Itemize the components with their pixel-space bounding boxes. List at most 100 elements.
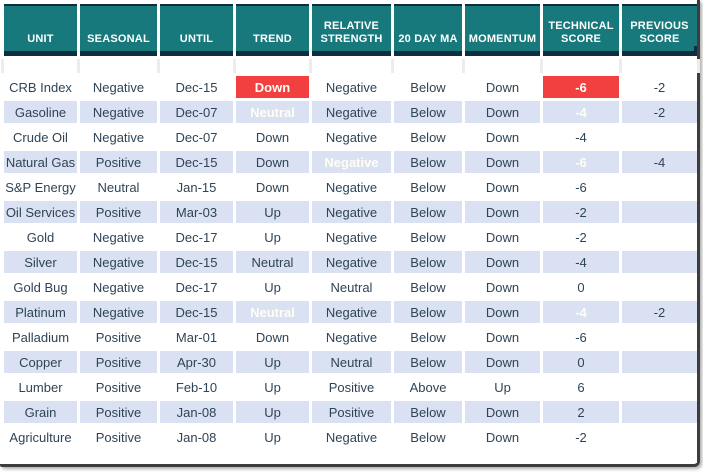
cell (622, 226, 697, 248)
table-row: CRB Index Negative Dec-15 Down Negative Below… (4, 76, 697, 98)
table-row: Gold Negative Dec-17 Up Negative Below Down -2 (4, 226, 697, 248)
cell: Positive (80, 151, 157, 173)
cell: Negative (312, 326, 391, 348)
cell: Negative (312, 251, 391, 273)
cell (622, 251, 697, 273)
empty-cell (80, 451, 157, 463)
table-row: Copper Positive Apr-30 Up Neutral Below Down 0 (4, 351, 697, 373)
cell: Up (236, 401, 309, 423)
empty-cell (465, 451, 540, 463)
cell-unit: Silver (4, 251, 77, 273)
cell: Negative (312, 201, 391, 223)
cell: Jan-15 (160, 176, 233, 198)
cell: Negative (312, 226, 391, 248)
cell: -4 (543, 126, 619, 148)
commodity-technical-score-table: UNIT SEASONAL UNTIL TREND RELATIVE STRENGTH 2… (1, 1, 700, 466)
cell: Negative (312, 76, 391, 98)
cell: Dec-17 (160, 226, 233, 248)
cell: Positive (312, 401, 391, 423)
cell-unit: Palladium (4, 326, 77, 348)
cell: Neutral (236, 301, 309, 323)
cell: Positive (80, 426, 157, 448)
cell: Dec-15 (160, 301, 233, 323)
cell: Negative (80, 101, 157, 123)
cell: Negative (80, 126, 157, 148)
cell: Neutral (80, 176, 157, 198)
table-row: Silver Negative Dec-15 Neutral Negative Below… (4, 251, 697, 273)
empty-cell (160, 59, 233, 73)
cell: Down (465, 76, 540, 98)
cell: Neutral (236, 251, 309, 273)
cell-unit: S&P Energy (4, 176, 77, 198)
partial-next-column-sliver (694, 4, 697, 51)
cell: Positive (80, 351, 157, 373)
cell: 6 (543, 376, 619, 398)
empty-cell (80, 59, 157, 73)
empty-cell (394, 59, 462, 73)
header-row: UNIT SEASONAL UNTIL TREND RELATIVE STRENGTH 2… (4, 4, 697, 56)
cell: -2 (543, 426, 619, 448)
cell-unit: Oil Services (4, 201, 77, 223)
cell-unit: Natural Gas (4, 151, 77, 173)
cell: Positive (80, 201, 157, 223)
cell: Negative (312, 176, 391, 198)
cell: Mar-01 (160, 326, 233, 348)
cell: -2 (543, 201, 619, 223)
cell: Down (465, 351, 540, 373)
cell: 0 (543, 276, 619, 298)
spacer-row (4, 59, 697, 73)
cell: -2 (622, 301, 697, 323)
cell: -2 (622, 101, 697, 123)
table-row: Lumber Positive Feb-10 Up Positive Above Up 6 (4, 376, 697, 398)
cell-unit: Grain (4, 401, 77, 423)
table-row: Gold Bug Negative Dec-17 Up Neutral Below Down… (4, 276, 697, 298)
cell: Negative (80, 251, 157, 273)
table-row: Platinum Negative Dec-15 Neutral Negative Bel… (4, 301, 697, 323)
cell: -2 (543, 226, 619, 248)
empty-cell (4, 451, 77, 463)
empty-cell (160, 451, 233, 463)
table-row: S&P Energy Neutral Jan-15 Down Negative Below… (4, 176, 697, 198)
cell: Down (236, 176, 309, 198)
empty-cell (543, 59, 619, 73)
cell: Up (236, 376, 309, 398)
cell: Dec-17 (160, 276, 233, 298)
cell-unit: Crude Oil (4, 126, 77, 148)
column-header: MOMENTUM (465, 4, 540, 56)
cell: Down (465, 201, 540, 223)
cell: Down (465, 251, 540, 273)
cell: Feb-10 (160, 376, 233, 398)
cell: Up (236, 351, 309, 373)
cell: Negative (312, 301, 391, 323)
cell: Dec-15 (160, 76, 233, 98)
cell (622, 126, 697, 148)
cell-unit: Gold Bug (4, 276, 77, 298)
cell: Neutral (312, 276, 391, 298)
table-row: Palladium Positive Mar-01 Down Negative Below… (4, 326, 697, 348)
cell: Down (465, 101, 540, 123)
cell: 2 (543, 401, 619, 423)
cell: Negative (312, 126, 391, 148)
empty-cell (394, 451, 462, 463)
empty-cell (312, 451, 391, 463)
cell: Positive (312, 376, 391, 398)
cell (622, 401, 697, 423)
cell: -6 (543, 76, 619, 98)
empty-cell (236, 59, 309, 73)
cell: Below (394, 401, 462, 423)
cell: Positive (80, 376, 157, 398)
cell: Down (465, 126, 540, 148)
cell: Up (465, 376, 540, 398)
cell: Mar-03 (160, 201, 233, 223)
cell: Negative (312, 151, 391, 173)
cell-unit: Platinum (4, 301, 77, 323)
cell: Jan-08 (160, 401, 233, 423)
column-header: 20 DAY MA (394, 4, 462, 56)
cell (622, 426, 697, 448)
cell: Negative (80, 276, 157, 298)
cell: Below (394, 101, 462, 123)
cell: Dec-15 (160, 151, 233, 173)
empty-cell (4, 59, 77, 73)
cell-unit: Copper (4, 351, 77, 373)
cell: Down (465, 176, 540, 198)
